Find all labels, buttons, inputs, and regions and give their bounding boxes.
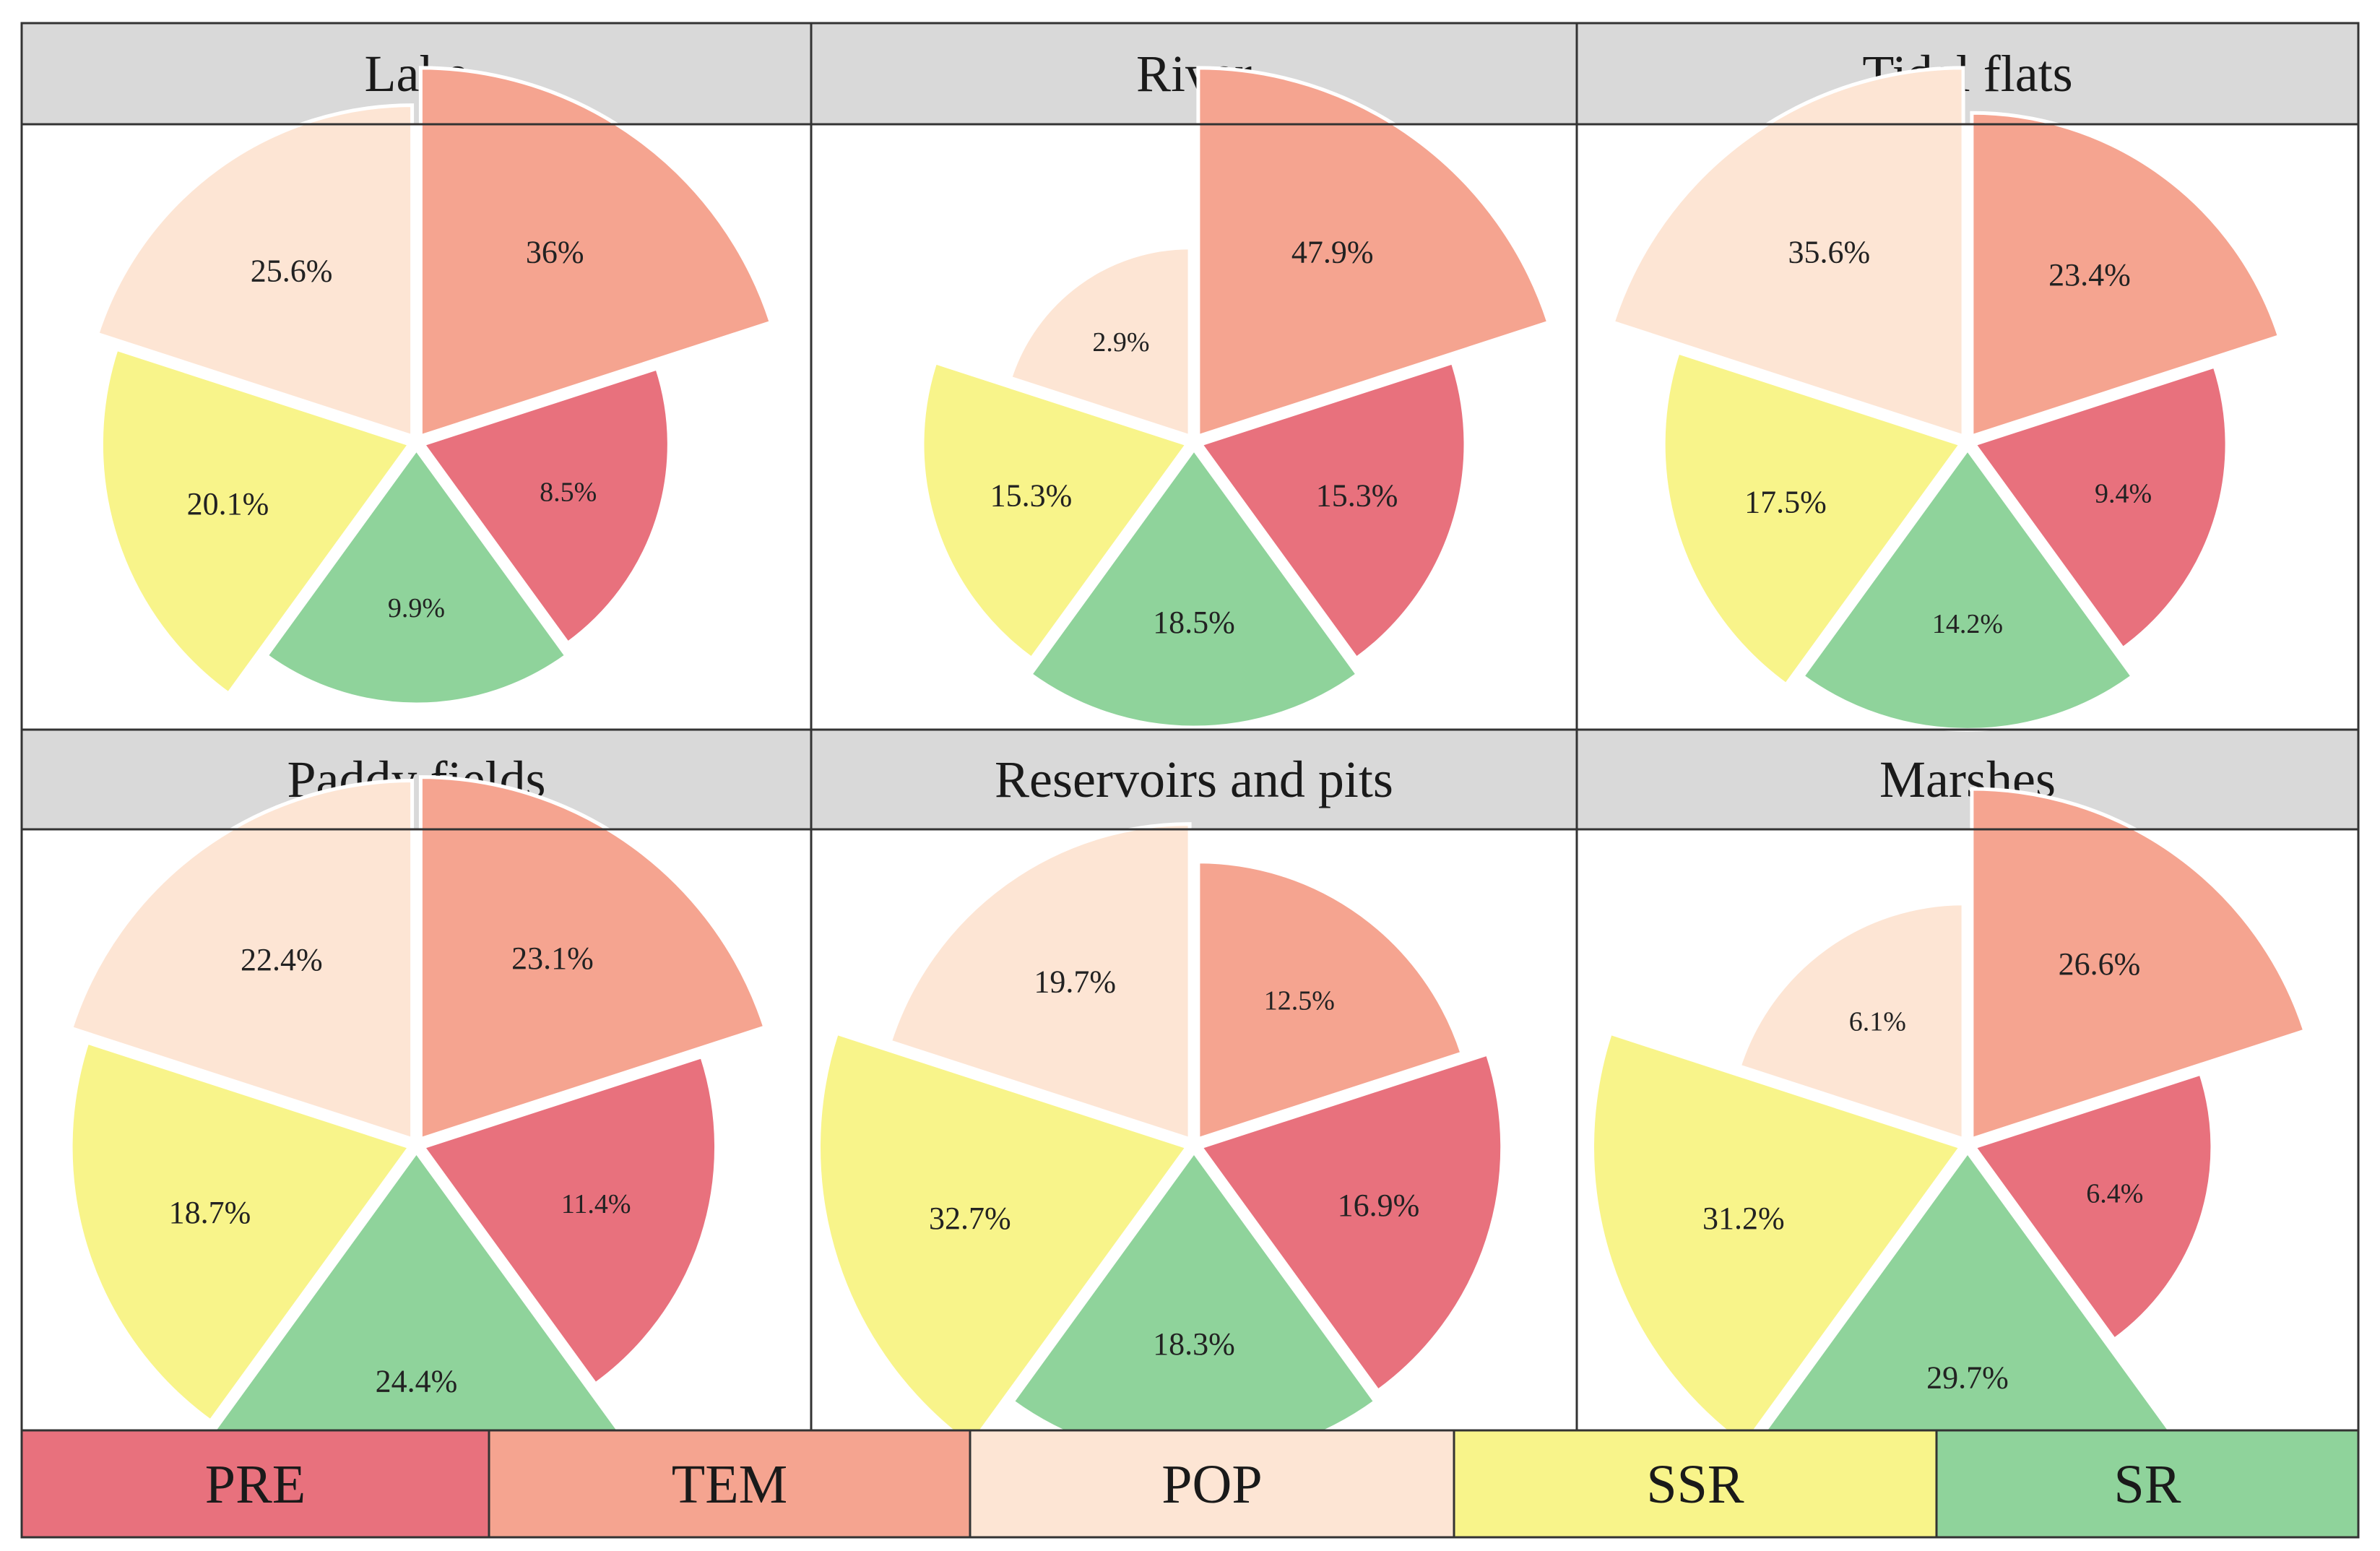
legend-label-sr: SR — [2114, 1454, 2181, 1515]
slice-label-tidal-flats-tem: 23.4% — [2048, 257, 2131, 293]
slice-lake-ssr — [99, 347, 413, 696]
slice-river-tem — [1196, 66, 1552, 439]
slice-reservoirs-and-pits-ssr — [817, 1031, 1190, 1448]
slice-marshes-pre — [1971, 1071, 2215, 1342]
slice-paddy-fields-pop — [69, 778, 415, 1142]
panel-header-reservoirs-and-pits — [811, 730, 1577, 829]
panel-header-tidal-flats — [1577, 23, 2358, 124]
slice-label-tidal-flats-ssr: 17.5% — [1744, 484, 1827, 519]
slice-label-lake-tem: 36% — [526, 234, 584, 269]
slice-marshes-pop — [1737, 902, 1965, 1142]
pie-tidal-flats: 23.4% 9.4% 14.2% 17.5% 35.6% — [1610, 66, 2282, 732]
slice-tidal-flats-pop — [1610, 66, 1965, 439]
panel-header-river — [811, 23, 1577, 124]
slice-label-paddy-fields-tem: 23.1% — [511, 941, 594, 976]
slice-label-marshes-pop: 6.1% — [1849, 1007, 1906, 1037]
slice-river-pop — [1008, 246, 1192, 439]
slice-label-marshes-sr: 29.7% — [1926, 1360, 2009, 1395]
slice-river-ssr — [920, 360, 1190, 661]
panel-header-paddy-fields — [22, 730, 811, 829]
slice-label-marshes-ssr: 31.2% — [1702, 1201, 1785, 1236]
slice-label-river-tem: 47.9% — [1291, 234, 1374, 269]
grid-frame — [20, 22, 2360, 1432]
slice-tidal-flats-tem — [1970, 111, 2282, 439]
slice-lake-sr — [264, 446, 569, 707]
slice-label-tidal-flats-sr: 14.2% — [1932, 609, 2003, 639]
slice-reservoirs-and-pits-tem — [1196, 860, 1465, 1142]
legend-swatch-pre — [20, 1429, 490, 1539]
slice-tidal-flats-ssr — [1661, 350, 1964, 688]
slice-paddy-fields-pre — [420, 1054, 719, 1387]
slice-label-river-pop: 2.9% — [1092, 327, 1149, 358]
slice-label-marshes-tem: 26.6% — [2059, 946, 2141, 982]
pie-paddy-fields: 23.1% 11.4% 24.4% 18.7% 22.4% — [69, 775, 768, 1523]
slice-label-paddy-fields-ssr: 18.7% — [169, 1195, 251, 1230]
slice-label-paddy-fields-sr: 24.4% — [376, 1363, 458, 1399]
slice-label-reservoirs-and-pits-ssr: 32.7% — [929, 1201, 1011, 1236]
slice-reservoirs-and-pits-pre — [1198, 1051, 1505, 1394]
slice-label-marshes-pre: 6.4% — [2086, 1178, 2143, 1209]
legend-swatch-sr — [1935, 1429, 2360, 1539]
slice-river-sr — [1028, 446, 1360, 730]
pie-panels: 36% 8.5% 9.9% 20.1% 25.6% 47.9% 15.3% 18.5% 15.3… — [69, 66, 2308, 1523]
legend-swatch-pop — [969, 1429, 1455, 1539]
pie-river: 47.9% 15.3% 18.5% 15.3% 2.9% — [920, 66, 1552, 730]
panel-header-lake — [22, 23, 811, 124]
legend-label-tem: TEM — [672, 1454, 787, 1515]
slice-label-reservoirs-and-pits-pop: 19.7% — [1034, 964, 1116, 999]
slice-label-river-pre: 15.3% — [1316, 478, 1398, 514]
legend-label-ssr: SSR — [1646, 1454, 1744, 1515]
legend: PRE TEM POP SSR SR — [20, 1429, 2360, 1539]
panel-title-reservoirs-and-pits: Reservoirs and pits — [995, 751, 1393, 808]
slice-label-lake-sr: 9.9% — [388, 593, 445, 623]
slice-marshes-ssr — [1591, 1031, 1964, 1448]
slice-river-pre — [1198, 360, 1468, 661]
slice-label-river-sr: 18.5% — [1153, 605, 1235, 640]
legend-label-pre: PRE — [205, 1454, 306, 1515]
slice-label-reservoirs-and-pits-sr: 18.3% — [1153, 1326, 1235, 1362]
slice-label-paddy-fields-pop: 22.4% — [241, 942, 323, 977]
slice-label-lake-pop: 25.6% — [251, 253, 333, 288]
slice-label-paddy-fields-pre: 11.4% — [561, 1189, 631, 1219]
slice-paddy-fields-ssr — [69, 1040, 413, 1424]
slice-lake-pre — [420, 366, 671, 646]
frame-outer — [20, 22, 2360, 1432]
slice-label-tidal-flats-pop: 35.6% — [1788, 234, 1870, 269]
pie-marshes: 26.6% 6.4% 29.7% 31.2% 6.1% — [1591, 787, 2308, 1517]
slice-marshes-tem — [1970, 787, 2308, 1142]
panel-header-marshes — [1577, 730, 2358, 829]
slice-label-lake-ssr: 20.1% — [187, 486, 269, 522]
pie-lake: 36% 8.5% 9.9% 20.1% 25.6% — [95, 66, 774, 707]
slice-paddy-fields-tem — [418, 775, 768, 1142]
slice-tidal-flats-pre — [1971, 363, 2229, 652]
slice-label-reservoirs-and-pits-pre: 16.9% — [1338, 1188, 1420, 1223]
legend-label-pop: POP — [1161, 1454, 1262, 1515]
slice-label-tidal-flats-pre: 9.4% — [2095, 478, 2152, 509]
slice-label-lake-pre: 8.5% — [540, 478, 597, 508]
pie-reservoirs-and-pits: 12.5% 16.9% 18.3% 32.7% 19.7% — [817, 822, 1505, 1463]
slice-lake-pop — [95, 103, 415, 439]
slice-lake-tem — [418, 66, 774, 439]
slice-label-river-ssr: 15.3% — [990, 478, 1073, 514]
slice-label-reservoirs-and-pits-tem: 12.5% — [1264, 985, 1335, 1016]
slice-reservoirs-and-pits-pop — [888, 822, 1192, 1142]
